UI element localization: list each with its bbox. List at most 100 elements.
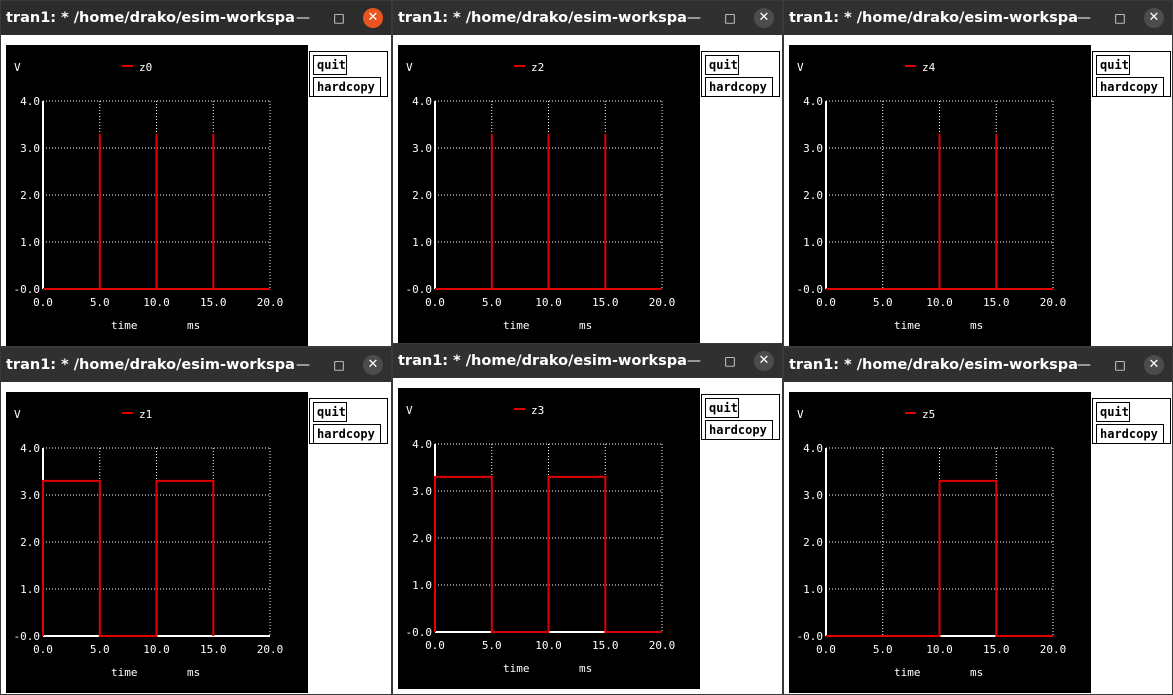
maximize-icon[interactable]: □ bbox=[333, 11, 345, 25]
y-tick-label: 3.0 bbox=[20, 489, 40, 502]
maximize-icon[interactable]: □ bbox=[333, 358, 345, 372]
y-axis-label: V bbox=[797, 408, 804, 421]
maximize-icon[interactable]: □ bbox=[1114, 358, 1126, 372]
y-tick-label: 4.0 bbox=[20, 95, 40, 108]
close-icon[interactable]: ✕ bbox=[363, 355, 383, 375]
y-tick-label: 2.0 bbox=[412, 189, 432, 202]
x-tick-label: 0.0 bbox=[816, 296, 836, 309]
minimize-icon[interactable]: — bbox=[1077, 10, 1091, 26]
quit-button[interactable]: quit bbox=[313, 402, 347, 422]
y-axis-label: V bbox=[406, 404, 413, 417]
window-title: tran1: * /home/drako/esim-workspace... bbox=[789, 357, 1077, 373]
maximize-icon[interactable]: □ bbox=[724, 11, 736, 25]
x-axis-label: time bbox=[894, 666, 921, 679]
series-line-z1 bbox=[42, 479, 215, 637]
legend-label: z3 bbox=[531, 404, 544, 417]
x-tick-label: 20.0 bbox=[1040, 643, 1067, 656]
title-bar[interactable]: tran1: * /home/drako/esim-workspace...— □… bbox=[1, 1, 391, 35]
x-axis-label: time bbox=[111, 666, 138, 679]
x-tick-label: 10.0 bbox=[143, 296, 170, 309]
minimize-icon[interactable]: — bbox=[296, 357, 310, 373]
minimize-icon[interactable]: — bbox=[687, 10, 701, 26]
quit-button[interactable]: quit bbox=[705, 398, 739, 418]
x-axis-unit: ms bbox=[579, 319, 592, 332]
close-icon[interactable]: ✕ bbox=[754, 351, 774, 371]
x-axis-label: time bbox=[111, 319, 138, 332]
close-icon[interactable]: ✕ bbox=[1144, 355, 1164, 375]
x-axis-label: time bbox=[894, 319, 921, 332]
hardcopy-button[interactable]: hardcopy bbox=[1096, 77, 1164, 97]
y-tick-label: 1.0 bbox=[412, 579, 432, 592]
maximize-icon[interactable]: □ bbox=[1114, 11, 1126, 25]
y-tick-label: -0.0 bbox=[406, 626, 433, 639]
series-line-z3 bbox=[434, 475, 662, 633]
series-line-z2 bbox=[435, 133, 662, 290]
x-tick-label: 0.0 bbox=[425, 639, 445, 652]
y-tick-label: 3.0 bbox=[412, 485, 432, 498]
legend-label: z0 bbox=[139, 61, 152, 74]
x-axis-unit: ms bbox=[187, 319, 200, 332]
close-icon[interactable]: ✕ bbox=[754, 8, 774, 28]
series-line-z4 bbox=[826, 133, 1053, 290]
hardcopy-button[interactable]: hardcopy bbox=[1096, 424, 1164, 444]
plot-window: tran1: * /home/drako/esim-workspace...— □… bbox=[0, 0, 392, 347]
y-tick-label: 1.0 bbox=[803, 236, 823, 249]
y-tick-label: 4.0 bbox=[412, 95, 432, 108]
minimize-icon[interactable]: — bbox=[296, 10, 310, 26]
y-tick-label: -0.0 bbox=[406, 283, 433, 296]
y-tick-label: 1.0 bbox=[803, 583, 823, 596]
x-tick-label: 10.0 bbox=[143, 643, 170, 656]
hardcopy-button[interactable]: hardcopy bbox=[313, 424, 381, 444]
quit-button[interactable]: quit bbox=[705, 55, 739, 75]
title-bar[interactable]: tran1: * /home/drako/esim-workspace...— □… bbox=[784, 1, 1172, 35]
x-tick-label: 20.0 bbox=[649, 296, 676, 309]
minimize-icon[interactable]: — bbox=[687, 353, 701, 369]
x-axis-unit: ms bbox=[970, 666, 983, 679]
title-bar[interactable]: tran1: * /home/drako/esim-workspace...— □… bbox=[1, 348, 391, 382]
x-axis-label: time bbox=[503, 662, 530, 675]
x-tick-label: 5.0 bbox=[90, 296, 110, 309]
hardcopy-button[interactable]: hardcopy bbox=[705, 420, 773, 440]
quit-button[interactable]: quit bbox=[1096, 402, 1130, 422]
title-bar[interactable]: tran1: * /home/drako/esim-workspace...— □… bbox=[393, 344, 782, 378]
quit-button[interactable]: quit bbox=[1096, 55, 1130, 75]
y-axis-label: V bbox=[406, 61, 413, 74]
title-bar[interactable]: tran1: * /home/drako/esim-workspace...— □… bbox=[784, 348, 1172, 382]
window-title: tran1: * /home/drako/esim-workspace... bbox=[398, 10, 686, 26]
y-tick-label: 1.0 bbox=[412, 236, 432, 249]
x-tick-label: 5.0 bbox=[873, 296, 893, 309]
x-tick-label: 10.0 bbox=[535, 639, 562, 652]
quit-button[interactable]: quit bbox=[313, 55, 347, 75]
y-tick-label: 4.0 bbox=[803, 95, 823, 108]
y-tick-label: 3.0 bbox=[803, 489, 823, 502]
hardcopy-button[interactable]: hardcopy bbox=[705, 77, 773, 97]
minimize-icon[interactable]: — bbox=[1077, 357, 1091, 373]
plot-window: tran1: * /home/drako/esim-workspace...— □… bbox=[392, 343, 783, 695]
hardcopy-button[interactable]: hardcopy bbox=[313, 77, 381, 97]
x-tick-label: 10.0 bbox=[926, 643, 953, 656]
x-tick-label: 20.0 bbox=[257, 643, 284, 656]
maximize-icon[interactable]: □ bbox=[724, 354, 736, 368]
x-tick-label: 5.0 bbox=[482, 296, 502, 309]
series-line-z0 bbox=[43, 133, 270, 290]
title-bar[interactable]: tran1: * /home/drako/esim-workspace...— □… bbox=[393, 1, 782, 35]
x-tick-label: 5.0 bbox=[873, 643, 893, 656]
x-tick-label: 20.0 bbox=[257, 296, 284, 309]
close-icon[interactable]: ✕ bbox=[1144, 8, 1164, 28]
y-axis-label: V bbox=[797, 61, 804, 74]
close-icon[interactable]: ✕ bbox=[363, 8, 383, 28]
y-axis-label: V bbox=[14, 408, 21, 421]
y-tick-label: 4.0 bbox=[20, 442, 40, 455]
y-tick-label: 2.0 bbox=[803, 536, 823, 549]
plot-window: tran1: * /home/drako/esim-workspace...— □… bbox=[392, 0, 783, 347]
y-tick-label: -0.0 bbox=[797, 283, 824, 296]
x-tick-label: 0.0 bbox=[816, 643, 836, 656]
plot-window: tran1: * /home/drako/esim-workspace...— □… bbox=[0, 347, 392, 695]
